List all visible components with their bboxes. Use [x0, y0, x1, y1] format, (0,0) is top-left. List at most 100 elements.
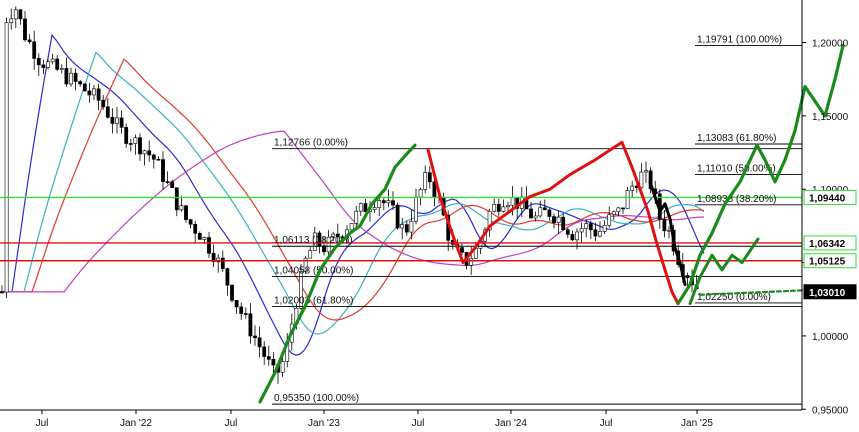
- x-tick-label: Jan '22: [120, 418, 152, 429]
- candle-body: [630, 185, 635, 191]
- x-tick-label: Jan '23: [308, 418, 340, 429]
- candle-body: [64, 68, 69, 85]
- x-tick-label: Jul: [36, 418, 49, 429]
- x-tick-label: Jan '24: [495, 418, 527, 429]
- candle-body: [492, 203, 497, 212]
- candle-body: [391, 200, 395, 206]
- candle-body: [418, 189, 423, 198]
- candle-body: [326, 236, 331, 253]
- candle-body: [4, 22, 9, 293]
- fib-level-label: 1,06113 (38.20%): [274, 235, 353, 246]
- candle-body: [87, 90, 92, 96]
- black-path: [648, 180, 687, 287]
- fib-level-label: 1,08938 (38.20%): [697, 194, 777, 205]
- candle-body: [138, 137, 142, 155]
- candle-body: [648, 170, 653, 190]
- candle-body: [662, 219, 667, 232]
- candle-body: [547, 209, 552, 217]
- candle-body: [469, 257, 474, 266]
- candle-body: [207, 237, 211, 254]
- green-projection-upper: [676, 43, 845, 306]
- candle-body: [46, 61, 50, 68]
- x-tick-label: Jul: [412, 418, 425, 429]
- candle-body: [202, 237, 207, 240]
- candle-body: [239, 306, 244, 314]
- candle-body: [639, 171, 644, 189]
- candle-body: [110, 116, 115, 124]
- x-tick-label: Jul: [600, 418, 613, 429]
- candle-body: [363, 203, 368, 213]
- candle-body: [529, 208, 533, 219]
- candle-body: [82, 83, 87, 92]
- candle-body: [156, 158, 161, 161]
- candle-body: [234, 300, 239, 308]
- candle-body: [501, 206, 506, 212]
- candle-body: [50, 58, 55, 63]
- candle-body: [308, 250, 313, 259]
- candle-body: [303, 257, 308, 272]
- candle-body: [248, 313, 253, 337]
- candle-body: [220, 257, 225, 269]
- candle-body: [358, 203, 363, 212]
- candle-body: [404, 224, 409, 233]
- candle-body: [414, 196, 418, 222]
- candle-body: [312, 232, 317, 251]
- candle-body: [584, 223, 589, 229]
- candle-body: [496, 203, 501, 212]
- candle-body: [593, 229, 598, 237]
- x-tick-label: Jan '25: [681, 418, 713, 429]
- candle-body: [349, 223, 354, 231]
- candle-body: [78, 81, 83, 85]
- candle-body: [253, 335, 257, 339]
- candle-body: [225, 268, 230, 286]
- candle-body: [621, 207, 625, 210]
- price-tag-red-upper: 1,06342: [809, 239, 846, 250]
- ma-blue-line: [0, 33, 705, 356]
- ma-teal-line: [0, 51, 705, 335]
- candle-body: [170, 181, 175, 189]
- y-tick-label: 1,20000: [812, 39, 849, 50]
- candle-body: [611, 211, 616, 215]
- candle-body: [36, 58, 41, 66]
- fib-level-label: 0,95350 (100.00%): [274, 393, 359, 404]
- candle-body: [570, 234, 575, 241]
- fib-level-label: 1,04058 (50.00%): [274, 265, 354, 276]
- candle-body: [427, 172, 432, 183]
- candle-body: [335, 233, 340, 238]
- candle-body: [174, 187, 179, 211]
- candle-body: [151, 154, 156, 160]
- candle-body: [386, 200, 391, 204]
- candle-body: [59, 68, 64, 70]
- candle-body: [13, 9, 18, 20]
- green-rally-2023: [258, 143, 417, 404]
- candle-body: [27, 39, 32, 43]
- candle-body: [243, 313, 248, 315]
- candle-body: [552, 216, 556, 224]
- candle-body: [579, 228, 584, 233]
- candle-body: [510, 196, 515, 206]
- candle-body: [101, 99, 106, 108]
- candle-body: [607, 214, 612, 226]
- candle-body: [41, 64, 46, 68]
- candle-body: [216, 257, 221, 263]
- candle-body: [598, 231, 602, 237]
- candle-body: [625, 190, 630, 209]
- fib-level-label: 1,19791 (100.00%): [697, 35, 782, 46]
- fib-level-label: 1,13083 (61.80%): [697, 133, 777, 144]
- candle-body: [331, 233, 336, 238]
- candle-body: [133, 137, 138, 144]
- candle-body: [667, 229, 671, 232]
- x-tick-label: Jul: [225, 418, 238, 429]
- fib-level-label: 1,02250 (0.00%): [697, 292, 771, 303]
- candle-body: [128, 143, 133, 145]
- candle-body: [193, 223, 198, 234]
- candle-body: [271, 359, 276, 366]
- candle-body: [257, 337, 262, 348]
- candle-body: [542, 207, 547, 211]
- candle-body: [423, 172, 428, 190]
- candle-body: [556, 216, 561, 224]
- candle-body: [147, 150, 152, 156]
- green-projection-lower: [688, 237, 760, 306]
